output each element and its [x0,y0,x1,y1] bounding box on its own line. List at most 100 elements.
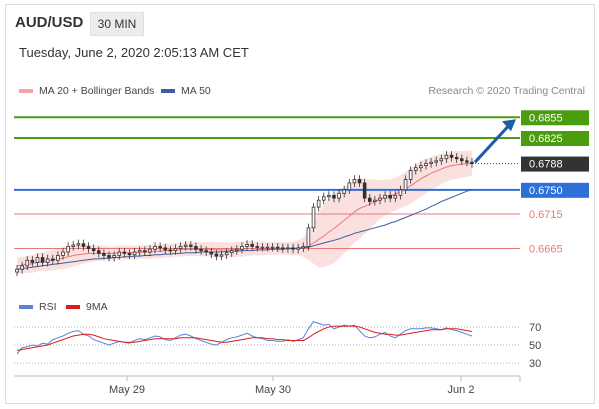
candle-body [56,255,60,261]
symbol-title: AUD/USD [15,14,84,31]
candle-body [81,243,86,247]
candle-body [362,182,367,199]
candle-body [459,158,464,162]
candle-body [245,243,249,247]
candle-body [286,247,290,250]
candle-body [321,196,326,201]
candle-body [408,170,413,180]
candle-body [97,250,101,254]
candle-body [204,250,208,253]
candle-body [265,246,270,249]
level-label-0.6715: 0.6715 [529,209,563,221]
candle-body [71,244,76,247]
candle-body [66,246,70,253]
candle-body [183,244,188,247]
candle-body [470,161,474,164]
level-tag-0.6855 [521,110,589,126]
rsi-tick-50: 50 [529,340,541,352]
candle-body [122,251,127,254]
candle-body [388,194,392,199]
candle-body [311,206,316,229]
candle-body [296,247,300,250]
candle-body [347,182,352,191]
candle-body [148,248,152,253]
x-tick-label: May 29 [109,384,145,396]
candle-body [439,158,444,162]
legend-rsi: RSI [19,301,57,313]
candle-body [250,243,254,247]
candle-body [255,246,260,248]
candle-body [86,246,91,249]
candle-body [30,259,35,263]
forecast-arrow-head [502,119,516,132]
candle-body [25,259,30,267]
candle-body [112,255,116,258]
candle-body [240,246,244,250]
candle-body [15,268,19,273]
chart-header: AUD/USD 30 MIN [6,5,594,37]
level-label-0.6825: 0.6825 [529,133,563,145]
candle-body [429,161,433,164]
legend-ma20: MA 20 + Bollinger Bands [19,85,154,97]
candle-body [367,197,372,202]
candle-body [393,194,398,199]
level-label-0.6750: 0.6750 [529,185,563,197]
legend-ma50-label: MA 50 [181,85,211,97]
candle-body [178,246,183,249]
candle-body [413,167,418,171]
ma50-line [16,189,473,270]
forecast-arrow-shaft [473,123,512,164]
candle-body [163,247,168,251]
candle-body [158,246,162,249]
candle-body [132,251,137,256]
candle-body [168,249,173,252]
level-label-0.6665: 0.6665 [529,244,563,256]
candle-body [449,154,454,158]
candle-body [444,154,449,160]
level-label-0.6855: 0.6855 [529,112,563,124]
ma20-swatch [19,89,33,93]
legend-9ma-label: 9MA [86,301,108,313]
level-tag-0.6750 [521,182,589,198]
bollinger-band [17,150,472,275]
rsi-9ma-line [16,325,473,351]
rsi-tick-30: 30 [529,358,541,370]
candle-body [373,199,377,202]
copyright-text: Research © 2020 Trading Central [428,85,585,97]
candle-body [419,165,423,169]
x-tick-label: Jun 2 [448,384,475,396]
candle-body [91,248,96,252]
rsi-tick-70: 70 [529,322,541,334]
candle-body [199,248,203,252]
candle-body [189,244,193,247]
candle-body [301,246,306,249]
candle-body [40,257,45,263]
legend-ma20-label: MA 20 + Bollinger Bands [39,85,155,97]
timeframe-badge[interactable]: 30 MIN [90,12,144,36]
candle-body [229,250,234,254]
candle-body [224,252,229,256]
rsi-swatch [19,305,33,309]
legend-ma50: MA 50 [161,85,211,97]
candle-body [337,192,341,199]
legend-9ma: 9MA [66,301,108,313]
ma9-swatch [66,305,80,309]
candle-body [143,250,147,253]
candle-body [316,199,321,208]
candle-body [117,251,122,256]
rsi-line [16,321,473,355]
candle-body [102,252,106,256]
candle-body [465,160,469,163]
level-tag-0.6825 [521,131,589,146]
candle-body [357,179,362,184]
candle-body [209,251,214,255]
candle-body [327,194,331,198]
candle-body [76,243,81,246]
candle-body [35,257,40,263]
candle-body [153,246,157,250]
candle-body [270,246,275,249]
candles [15,151,474,277]
ma20-line [16,163,472,267]
candle-body [332,194,336,199]
